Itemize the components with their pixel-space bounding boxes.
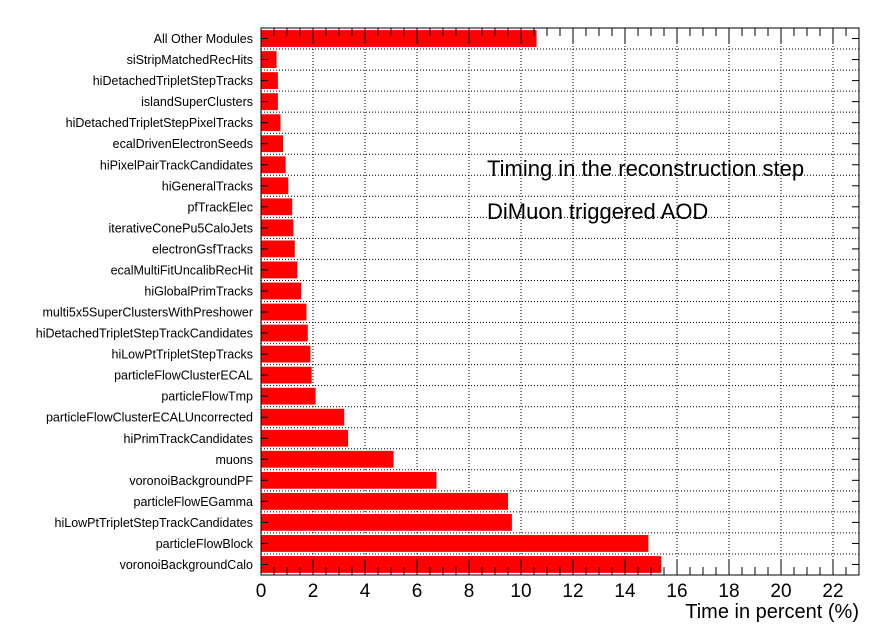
category-label: particleFlowClusterECAL (114, 369, 253, 383)
x-tick-label: 4 (360, 581, 371, 602)
bar (261, 492, 508, 510)
x-tick-label: 8 (464, 581, 475, 602)
bar (261, 450, 394, 468)
bar (261, 366, 312, 384)
category-label: electronGsfTracks (152, 242, 253, 256)
category-label: siStripMatchedRecHits (127, 53, 253, 67)
bar (261, 240, 295, 258)
category-label: hiDetachedTripletStepTrackCandidates (36, 327, 253, 341)
bar (261, 471, 437, 489)
x-tick-label: 12 (562, 581, 583, 602)
category-label: hiPrimTrackCandidates (124, 432, 253, 446)
category-label: hiGlobalPrimTracks (144, 284, 253, 298)
bar (261, 261, 298, 279)
bar (261, 135, 284, 153)
category-label: particleFlowEGamma (134, 495, 254, 509)
x-tick-label: 18 (718, 581, 739, 602)
x-tick-label: 14 (614, 581, 636, 602)
category-label: hiDetachedTripletStepPixelTracks (66, 116, 253, 130)
bar (261, 408, 345, 426)
bar (261, 93, 278, 111)
bar (261, 324, 308, 342)
x-tick-label: 16 (666, 581, 687, 602)
category-label: voronoiBackgroundPF (129, 474, 253, 488)
x-tick-label: 22 (822, 581, 843, 602)
annotation-subtitle: DiMuon triggered AOD (487, 199, 708, 224)
x-tick-label: 10 (510, 581, 531, 602)
category-label: voronoiBackgroundCalo (120, 558, 253, 572)
grid-layer (261, 28, 859, 575)
category-label: ecalMultiFitUncalibRecHit (111, 263, 254, 277)
bar (261, 177, 289, 195)
bar-layer (261, 30, 662, 573)
x-tick-label: 0 (256, 581, 267, 602)
bar (261, 513, 512, 531)
category-label: ecalDrivenElectronSeeds (113, 137, 253, 151)
x-tick-label: 20 (770, 581, 791, 602)
label-layer: voronoiBackgroundCalo particleFlowBlock hi… (36, 32, 844, 602)
bar (261, 429, 349, 447)
category-label: particleFlowTmp (161, 390, 253, 404)
category-label: multi5x5SuperClustersWithPreshower (43, 306, 254, 320)
bar (261, 219, 294, 237)
category-label: particleFlowBlock (156, 537, 254, 551)
category-label: hiLowPtTripletStepTrackCandidates (55, 516, 253, 530)
annotation-title: Timing in the reconstruction step (487, 156, 804, 181)
bar (261, 303, 307, 321)
bar (261, 345, 311, 363)
bar (261, 556, 662, 573)
bar (261, 198, 293, 216)
bar (261, 114, 281, 132)
category-label: pfTrackElec (187, 200, 253, 214)
category-label: islandSuperClusters (141, 95, 253, 109)
category-label: hiPixelPairTrackCandidates (100, 158, 253, 172)
category-label: particleFlowClusterECALUncorrected (46, 411, 253, 425)
category-label: All Other Modules (154, 32, 253, 46)
category-label: hiLowPtTripletStepTracks (112, 348, 254, 362)
category-label: hiDetachedTripletStepTracks (93, 74, 253, 88)
x-tick-label: 6 (412, 581, 423, 602)
category-label: muons (215, 453, 253, 467)
frame-layer (260, 27, 860, 576)
bar (261, 30, 537, 47)
x-tick-label: 2 (308, 581, 319, 602)
x-axis-title: Time in percent (%) (685, 601, 859, 623)
bar (261, 282, 302, 300)
bar (261, 387, 316, 405)
bar (261, 72, 278, 90)
bar (261, 156, 286, 174)
bar (261, 535, 649, 552)
category-label: iterativeConePu5CaloJets (108, 221, 253, 235)
bar (261, 51, 277, 68)
category-label: hiGeneralTracks (162, 179, 253, 193)
